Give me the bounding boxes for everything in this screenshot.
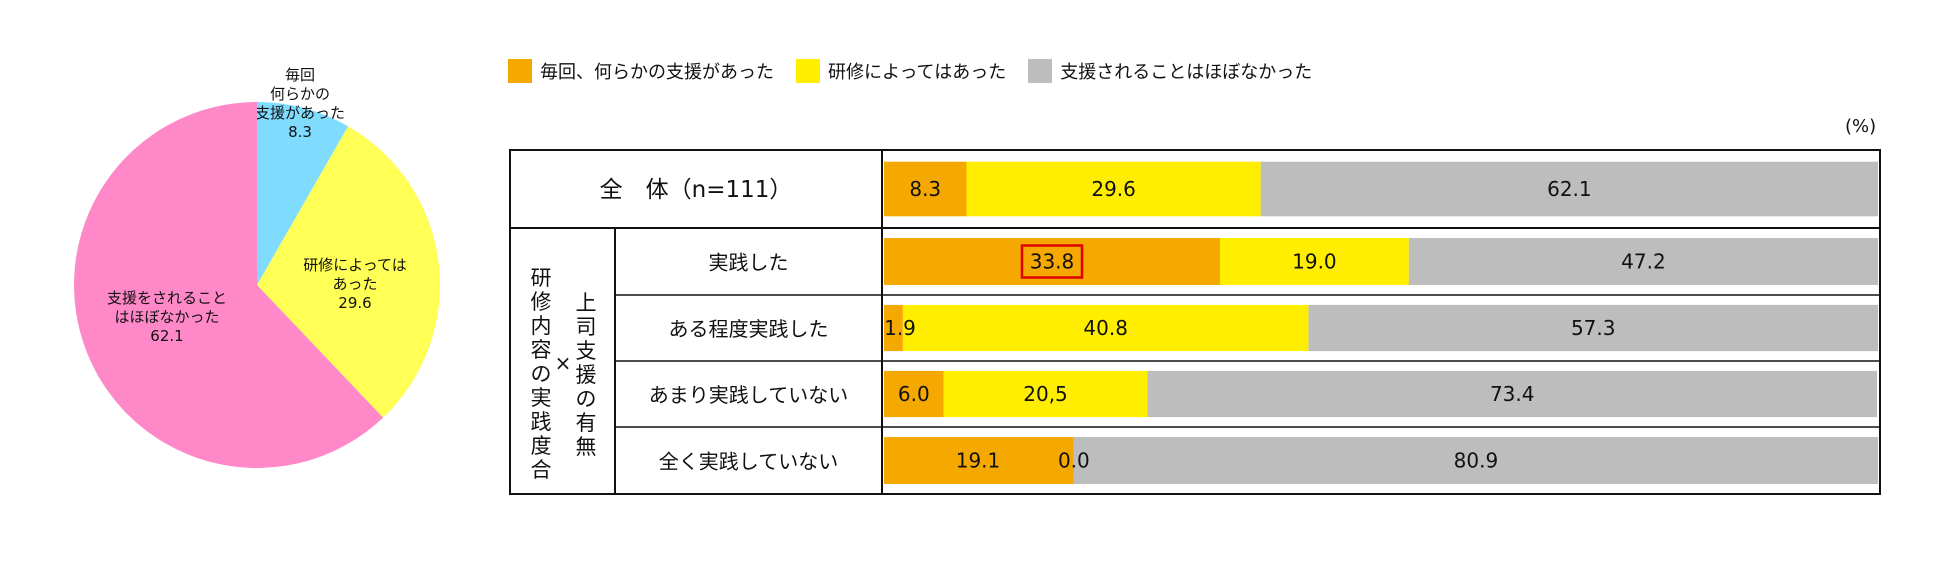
group-label-support: 有 [576, 411, 597, 435]
legend-swatch-depends [796, 59, 820, 83]
group-label-practice: 合 [531, 458, 552, 482]
bar-value-label: 1.9 [884, 316, 916, 340]
pie-slice [257, 126, 440, 418]
legend-item-depends: 研修によってはあった [796, 58, 1006, 84]
group-label-support: 無 [576, 435, 597, 459]
bar-rarely [1260, 161, 1878, 217]
bar-every-time [884, 437, 1074, 484]
pie-slice-label: 支援があった [255, 104, 345, 122]
bar-every-time [884, 161, 967, 217]
bar-depends [943, 370, 1148, 418]
legend-swatch-rarely [1028, 59, 1053, 83]
group-label-practice: の [531, 362, 552, 386]
group-label-support: 援 [576, 363, 597, 387]
bar-every-time [884, 304, 903, 352]
bar-depends [1219, 238, 1409, 285]
bar-rarely [1408, 238, 1878, 285]
legend-label-rarely: 支援されることはほぼなかった [1060, 62, 1313, 83]
group-label-practice: 内 [531, 314, 552, 338]
bar-value-label: 73.4 [1490, 382, 1535, 406]
bar-value-label: 80.9 [1454, 449, 1499, 473]
legend-item-rarely: 支援されることはほぼなかった [1028, 58, 1312, 84]
bar-every-time [884, 370, 944, 418]
row-label: 全 体（n=111） [600, 177, 793, 203]
table-border [509, 149, 1881, 495]
bar-rarely [1308, 304, 1878, 352]
group-label-practice: 度 [531, 434, 552, 458]
row-label: あまり実践していない [649, 383, 848, 407]
unit-label: (%) [1845, 116, 1877, 137]
group-label-practice: 修 [531, 290, 552, 314]
bar-rarely [1147, 370, 1878, 418]
legend-label-every-time: 毎回、何らかの支援があった [540, 62, 774, 83]
pie-slice-label: 何らかの [270, 85, 330, 103]
pie-slice [257, 102, 349, 285]
pie-slice-label: 支援をされること [107, 289, 227, 307]
bar-value-label: 40.8 [1083, 316, 1128, 340]
pie-slice-value: 62.1 [150, 327, 183, 345]
highlight-box [1020, 244, 1084, 279]
pie-slice-value: 29.6 [338, 294, 371, 312]
pie-slice-value: 8.3 [288, 123, 312, 141]
pie-slice-label: 研修によっては [303, 256, 407, 274]
bar-value-label: 57.3 [1571, 316, 1616, 340]
bar-depends [902, 304, 1309, 352]
legend-swatch-every-time [508, 59, 532, 83]
group-label-practice: 容 [531, 338, 552, 362]
group-label-support: 上 [576, 291, 597, 315]
bar-value-label: 62.1 [1547, 177, 1592, 201]
bar-value-label: 29.6 [1091, 177, 1136, 201]
group-label-support: の [576, 387, 597, 411]
bar-rarely [1073, 437, 1878, 484]
group-label-support: 支 [576, 339, 597, 363]
group-label-separator: × [555, 351, 572, 375]
bar-value-label: 19.0 [1292, 250, 1337, 274]
bar-value-label: 0.0 [1058, 449, 1090, 473]
bar-value-label: 19.1 [956, 449, 1001, 473]
group-label-practice: 践 [531, 410, 552, 434]
row-label: 全く実践していない [659, 450, 838, 474]
group-label-support: 司 [576, 315, 597, 339]
pie-slice-label: 毎回 [285, 66, 315, 84]
legend-label-depends: 研修によってはあった [828, 62, 1007, 83]
legend: 毎回、何らかの支援があった 研修によってはあった 支援されることはほぼなかった [508, 58, 1334, 84]
bar-value-label: 33.8 [1030, 250, 1075, 274]
row-label: ある程度実践した [669, 317, 829, 341]
bar-value-label: 20,5 [1023, 382, 1068, 406]
pie-slice-label: あった [332, 275, 377, 293]
bar-value-label: 47.2 [1621, 250, 1666, 274]
row-label: 実践した [709, 251, 789, 275]
bar-value-label: 6.0 [898, 382, 930, 406]
legend-item-every-time: 毎回、何らかの支援があった [508, 58, 774, 84]
bar-value-label: 8.3 [909, 177, 941, 201]
pie-slice-label: はほぼなかった [114, 308, 219, 326]
group-label-practice: 実 [531, 386, 552, 410]
group-label-practice: 研 [531, 266, 552, 290]
bar-depends [966, 161, 1261, 217]
pie-slice [73, 102, 384, 469]
